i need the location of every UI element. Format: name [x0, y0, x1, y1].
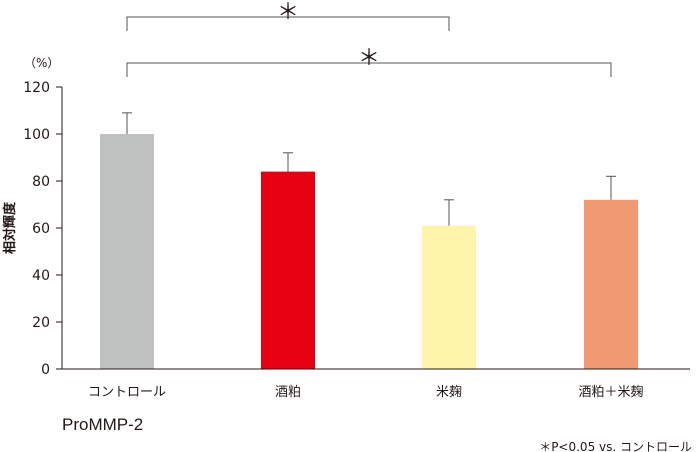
x-category-label: 米麹 — [436, 384, 462, 400]
bar — [422, 225, 476, 369]
y-tick-label: 120 — [23, 80, 50, 96]
x-category-label: 酒粕 — [275, 385, 301, 400]
y-tick-label: 40 — [32, 268, 50, 284]
significance-star: ＊ — [277, 0, 299, 25]
y-tick-label: 20 — [32, 315, 50, 331]
footnote: ＊P<0.05 vs. コントロール — [539, 440, 692, 452]
x-category-label: 酒粕＋米麹 — [578, 384, 643, 400]
protein-label: ProMMP-2 — [62, 415, 143, 434]
y-tick-label: 100 — [23, 127, 50, 143]
y-axis-unit: （%） — [24, 56, 59, 70]
bar — [100, 134, 154, 369]
significance-bracket — [126, 16, 450, 31]
bar — [584, 199, 638, 369]
significance-star: ＊ — [358, 46, 380, 71]
y-tick-label: 60 — [32, 221, 50, 237]
x-category-label: コントロール — [88, 385, 166, 400]
y-axis-label: 相対輝度 — [2, 201, 18, 254]
y-tick-label: 0 — [41, 362, 50, 378]
significance-bracket — [126, 62, 612, 77]
bar — [261, 171, 315, 369]
y-tick-label: 80 — [32, 174, 50, 190]
